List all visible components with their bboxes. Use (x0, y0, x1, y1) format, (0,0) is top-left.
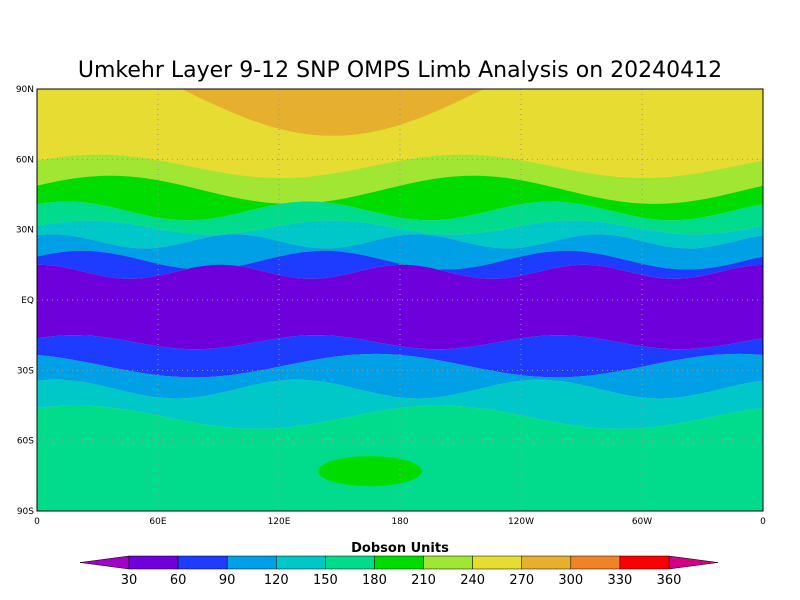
map-title: Umkehr Layer 9-12 SNP OMPS Limb Analysis… (78, 58, 722, 83)
lat-tick-label: 60S (17, 437, 34, 447)
colorbar-tick-label: 240 (460, 573, 485, 588)
lon-tick-label: 180 (391, 517, 408, 527)
lon-tick-label: 120W (508, 517, 534, 527)
colorbar-segment (276, 555, 326, 570)
lat-tick-label: 30N (16, 226, 34, 236)
band (37, 264, 763, 350)
colorbar-tick-label: 360 (657, 573, 682, 588)
lon-tick-label: 120E (268, 517, 291, 527)
colorbar-segment (619, 555, 670, 570)
colorbar-tick-label: 120 (264, 573, 289, 588)
colorbar-tick-label: 210 (411, 573, 436, 588)
band (37, 335, 763, 378)
map-frame (36, 88, 764, 512)
band (37, 175, 763, 221)
colorbar-under (79, 555, 130, 570)
lat-tick-label: 90S (17, 507, 34, 517)
lat-tick-label: EQ (21, 296, 34, 306)
band (37, 201, 763, 235)
band (37, 234, 763, 270)
colorbar-over (668, 555, 719, 570)
colorbar-segment (177, 555, 228, 570)
colorbar-segment (423, 555, 473, 570)
lat-tick-label: 60N (16, 155, 34, 165)
colorbar: 30 60 90 120 150 180 210 240 270 300 330 360 (79, 555, 719, 588)
lon-tick-label: 60W (632, 517, 652, 527)
colorbar-segment (325, 555, 375, 570)
colorbar-segment (226, 555, 277, 570)
colorbar-tick-label: 60 (170, 573, 187, 588)
band (37, 89, 763, 179)
colorbar-label: Dobson Units (351, 541, 449, 556)
colorbar-segment (521, 555, 572, 570)
colorbar-segment (374, 555, 424, 570)
lon-tick-label: 60E (149, 517, 166, 527)
band (37, 89, 763, 136)
colorbar-segment (570, 555, 621, 570)
lon-tick-label: 0 (34, 517, 40, 527)
colorbar-tick-label: 180 (362, 573, 387, 588)
colorbar-tick-label: 90 (219, 573, 236, 588)
colorbar-tick-label: 30 (121, 573, 138, 588)
lon-tick-label: 0 (760, 517, 766, 527)
band (37, 353, 763, 399)
lat-tick-label: 90N (16, 85, 34, 95)
colorbar-segment (128, 555, 179, 570)
colorbar-tick-label: 150 (313, 573, 338, 588)
colorbar-segment (472, 555, 522, 570)
lat-tick-label: 30S (17, 366, 34, 376)
colorbar-tick-label: 270 (509, 573, 534, 588)
colorbar-tick-label: 300 (558, 573, 583, 588)
band (318, 456, 422, 487)
band (37, 405, 763, 511)
colorbar-tick-label: 330 (607, 573, 632, 588)
